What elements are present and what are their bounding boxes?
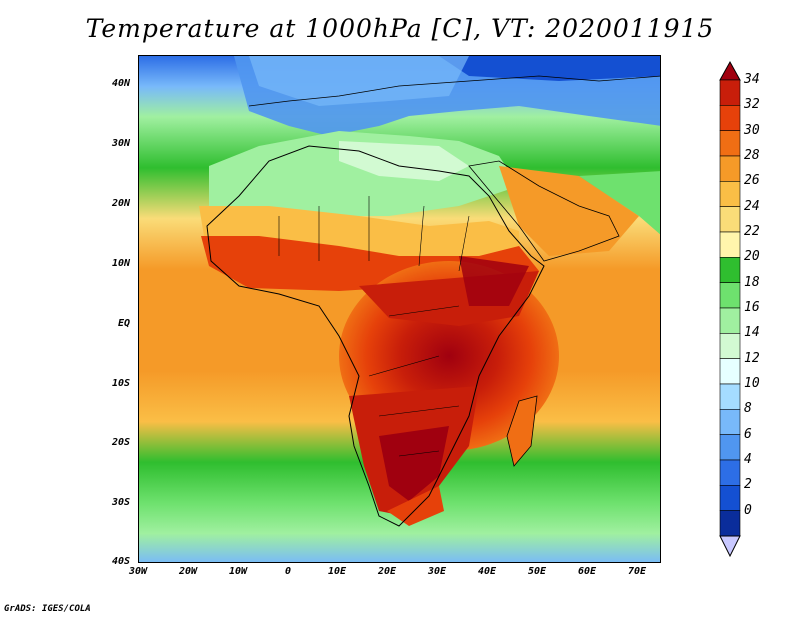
x-label: 60E [577, 566, 597, 577]
y-label: EQ [117, 318, 130, 329]
footer-credit: GrADS: IGES/COLA [4, 604, 91, 614]
colorbar-bin [719, 130, 741, 157]
colorbar-bin [719, 307, 741, 334]
colorbar-bin [719, 282, 741, 309]
x-label: 40E [477, 566, 497, 577]
y-label: 40N [111, 78, 130, 89]
colorbar-bin [719, 79, 741, 106]
colorbar [719, 60, 741, 558]
colorbar-label: 12 [744, 350, 760, 366]
colorbar-bin [719, 257, 741, 283]
y-label: 10S [111, 378, 130, 389]
colorbar-label: 2 [744, 477, 752, 493]
colorbar-label: 24 [744, 198, 760, 214]
x-label: 50E [527, 566, 547, 577]
colorbar-label: 0 [744, 502, 752, 518]
colorbar-label: 4 [744, 452, 752, 467]
x-label: 70E [627, 566, 647, 577]
colorbar-bin [719, 333, 741, 359]
colorbar-label: 14 [744, 325, 760, 341]
x-label: 30E [427, 566, 447, 577]
y-label: 40S [111, 556, 130, 567]
y-label: 20S [111, 437, 130, 448]
colorbar-label: 22 [744, 224, 760, 239]
colorbar-bin [719, 105, 741, 131]
colorbar-label: 10 [744, 376, 760, 391]
y-label: 10N [111, 258, 130, 269]
colorbar-max-arrow [719, 60, 741, 81]
y-label: 20N [111, 198, 130, 209]
colorbar-label: 32 [744, 97, 760, 113]
colorbar-bin [719, 206, 741, 233]
colorbar-label: 8 [744, 401, 752, 417]
colorbar-bin [719, 383, 741, 410]
x-label: 10W [228, 566, 248, 577]
colorbar-label: 30 [744, 122, 760, 138]
x-label: 20E [377, 566, 397, 577]
colorbar-bin [719, 409, 741, 435]
colorbar-bin [719, 434, 741, 461]
colorbar-label: 28 [744, 148, 760, 163]
temperature-map [138, 55, 661, 563]
map-title: Temperature at 1000hPa [C], VT: 20200119… [85, 14, 715, 43]
colorbar-label: 16 [744, 300, 760, 315]
x-label: 20W [178, 566, 198, 577]
y-label: 30S [111, 497, 130, 508]
colorbar-label: 26 [744, 173, 760, 189]
x-label: 0 [284, 566, 292, 577]
x-label: 10E [327, 566, 347, 577]
colorbar-bin [719, 510, 741, 537]
colorbar-label: 6 [744, 426, 752, 442]
colorbar-bin [719, 231, 741, 258]
colorbar-bin [719, 181, 741, 207]
y-label: 30N [111, 138, 130, 149]
colorbar-bin [719, 459, 741, 486]
colorbar-bin [719, 485, 741, 511]
colorbar-label: 18 [744, 274, 760, 290]
colorbar-min-arrow [719, 535, 741, 558]
colorbar-label: 20 [744, 249, 760, 265]
x-label: 30W [128, 566, 148, 577]
colorbar-label: 34 [744, 72, 760, 87]
colorbar-bin [719, 155, 741, 182]
colorbar-bin [719, 358, 741, 385]
